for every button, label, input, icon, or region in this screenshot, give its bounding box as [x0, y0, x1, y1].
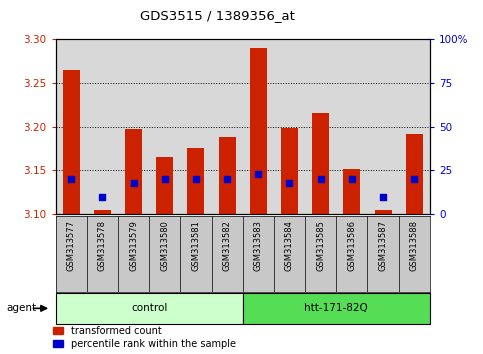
Point: [379, 194, 387, 199]
Legend: transformed count, percentile rank within the sample: transformed count, percentile rank withi…: [53, 326, 236, 349]
Text: GSM313582: GSM313582: [223, 220, 232, 270]
Bar: [63, 70, 80, 214]
Point: [348, 176, 356, 182]
Bar: [343, 169, 360, 214]
Point: [99, 194, 106, 199]
Bar: [125, 129, 142, 214]
Bar: [374, 210, 392, 214]
Text: agent: agent: [6, 303, 36, 313]
Point: [192, 176, 200, 182]
Bar: [218, 137, 236, 214]
Bar: [281, 128, 298, 214]
Bar: [56, 293, 242, 324]
Text: GSM313579: GSM313579: [129, 220, 138, 270]
Text: GSM313587: GSM313587: [379, 220, 387, 271]
Point: [161, 176, 169, 182]
Point: [67, 176, 75, 182]
Text: GSM313585: GSM313585: [316, 220, 325, 270]
Text: GSM313577: GSM313577: [67, 220, 76, 271]
Bar: [250, 48, 267, 214]
Text: GSM313584: GSM313584: [285, 220, 294, 270]
Point: [285, 180, 293, 185]
Text: GSM313588: GSM313588: [410, 220, 419, 271]
Point: [129, 180, 137, 185]
Text: GSM313578: GSM313578: [98, 220, 107, 271]
Bar: [94, 210, 111, 214]
Bar: [156, 157, 173, 214]
Bar: [406, 133, 423, 214]
Text: GDS3515 / 1389356_at: GDS3515 / 1389356_at: [140, 9, 295, 22]
Text: GSM313583: GSM313583: [254, 220, 263, 271]
Text: GSM313580: GSM313580: [160, 220, 169, 270]
Point: [255, 171, 262, 177]
Point: [223, 176, 231, 182]
Point: [411, 176, 418, 182]
Text: GSM313581: GSM313581: [191, 220, 200, 270]
Bar: [242, 293, 430, 324]
Bar: [312, 113, 329, 214]
Text: GSM313586: GSM313586: [347, 220, 356, 271]
Text: control: control: [131, 303, 167, 313]
Point: [317, 176, 325, 182]
Bar: [187, 148, 204, 214]
Text: htt-171-82Q: htt-171-82Q: [304, 303, 368, 313]
